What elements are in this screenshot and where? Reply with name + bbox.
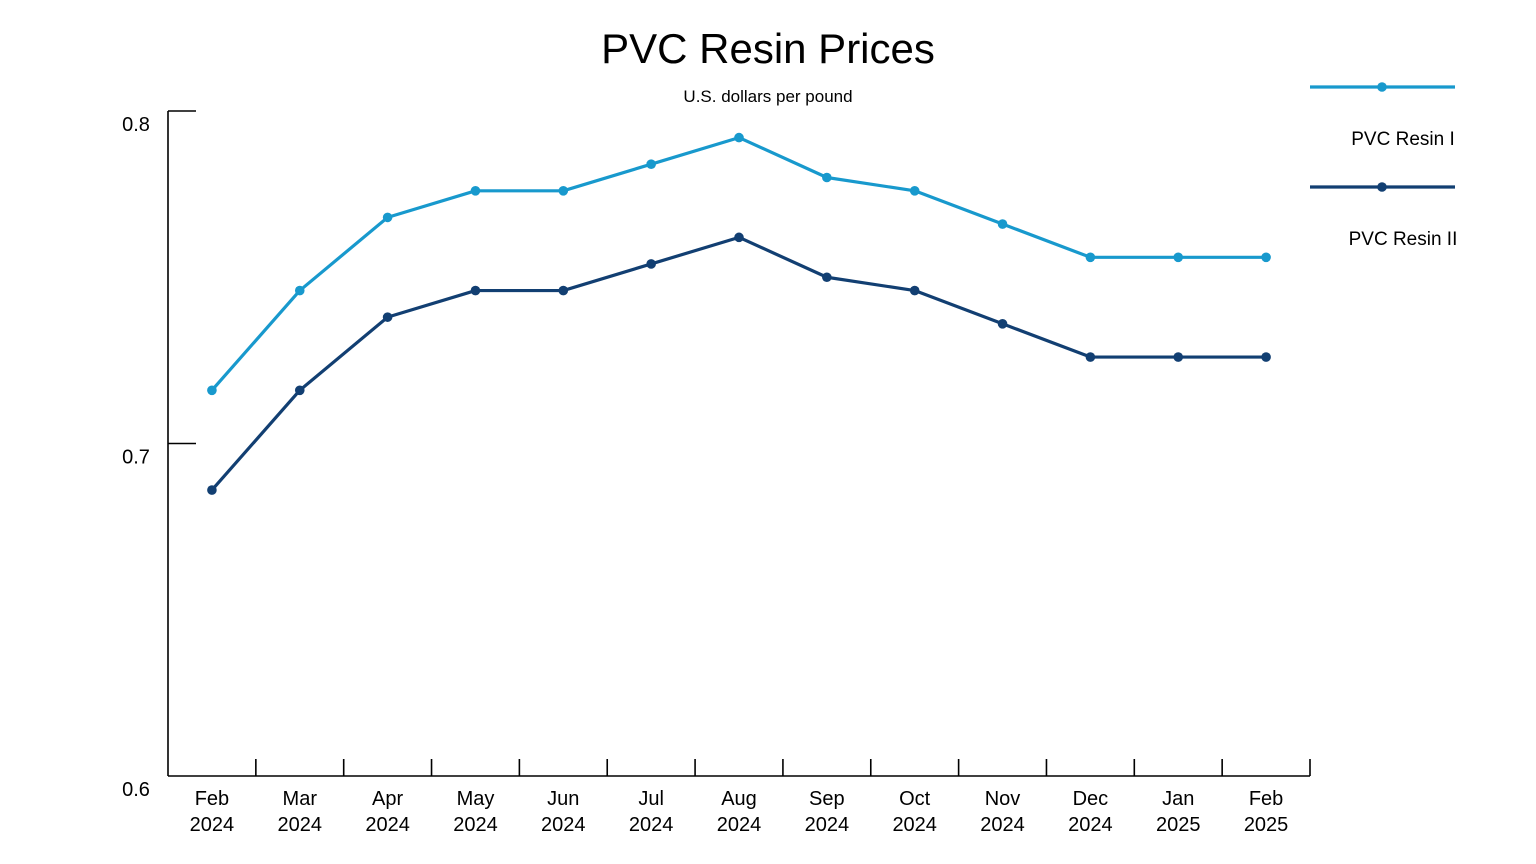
series-pvc-resin-i [207, 132, 1271, 396]
x-ticks: Feb 2024 Mar 2024 Apr 2024 May 2024 Jun 2024 Jul 20… [190, 759, 1311, 836]
legend-marker-pvc-resin-ii [1377, 182, 1387, 192]
point-pvc-resin-ii-jul-2024 [646, 259, 656, 269]
x-tick-year: 2024 [717, 814, 762, 836]
legend-entry-pvc-resin-i: PVC Resin I [1310, 82, 1455, 150]
series-layer [207, 132, 1271, 495]
point-pvc-resin-i-jun-2024 [558, 186, 569, 196]
y-ticks: 0.6 0.7 0.8 [122, 110, 196, 801]
x-tick-year: 2024 [278, 814, 323, 836]
x-tick-label-dec-2024: Dec 2024 [1068, 788, 1113, 836]
x-tick-year: 2024 [453, 814, 498, 836]
point-pvc-resin-i-may-2024 [470, 186, 481, 196]
x-tick-month: Jan [1162, 788, 1194, 810]
x-tick-month: Feb [195, 788, 229, 810]
point-pvc-resin-ii-oct-2024 [909, 285, 920, 296]
x-tick-label-jun-2024: Jun 2024 [541, 788, 586, 836]
x-tick-label-oct-2024: Oct 2024 [892, 788, 937, 836]
legend: PVC Resin I PVC Resin II [1310, 82, 1457, 250]
x-tick-year: 2024 [629, 814, 674, 836]
x-tick-year: 2025 [1156, 814, 1201, 836]
x-tick-label-feb-2024: Feb 2024 [190, 788, 235, 836]
x-tick-year: 2024 [892, 814, 937, 836]
point-pvc-resin-ii-jun-2024 [558, 285, 569, 296]
x-tick-year: 2024 [365, 814, 410, 836]
point-pvc-resin-ii-aug-2024 [734, 232, 744, 243]
x-tick-year: 2024 [541, 814, 586, 836]
point-pvc-resin-i-dec-2024 [1085, 252, 1096, 263]
y-tick-label-0-6: 0.6 [122, 779, 150, 801]
chart-subtitle: U.S. dollars per pound [683, 87, 852, 106]
x-tick-month: Aug [721, 788, 757, 810]
legend-entry-pvc-resin-ii: PVC Resin II [1310, 182, 1457, 250]
series-pvc-resin-ii [207, 232, 1271, 495]
x-tick-label-jan-2025: Jan 2025 [1156, 788, 1201, 836]
point-pvc-resin-ii-mar-2024 [294, 385, 305, 396]
point-pvc-resin-ii-apr-2024 [382, 312, 393, 322]
x-tick-label-jul-2024: Jul 2024 [629, 788, 674, 836]
point-pvc-resin-i-feb-2024 [207, 385, 217, 396]
point-pvc-resin-i-nov-2024 [997, 219, 1008, 229]
x-tick-year: 2024 [805, 814, 850, 836]
x-tick-month: Nov [985, 788, 1021, 810]
x-tick-label-nov-2024: Nov 2024 [980, 788, 1025, 836]
x-tick-month: Dec [1073, 788, 1109, 810]
chart-title: PVC Resin Prices [601, 25, 935, 72]
point-pvc-resin-i-mar-2024 [294, 285, 305, 296]
point-pvc-resin-ii-dec-2024 [1085, 352, 1096, 362]
x-tick-month: Mar [283, 788, 318, 810]
x-tick-label-feb-2025: Feb 2025 [1244, 788, 1289, 836]
legend-marker-pvc-resin-i [1377, 82, 1387, 92]
point-pvc-resin-i-feb-2025 [1261, 252, 1271, 263]
axes [167, 111, 1310, 777]
y-tick-label-0-7: 0.7 [122, 447, 150, 469]
y-tick-label-0-8: 0.8 [122, 114, 150, 136]
x-tick-label-apr-2024: Apr 2024 [365, 788, 410, 836]
x-tick-month: Jul [638, 788, 664, 810]
x-tick-month: Jun [547, 788, 579, 810]
point-pvc-resin-i-aug-2024 [734, 132, 744, 143]
series-line-pvc-resin-ii [210, 235, 1267, 492]
point-pvc-resin-ii-feb-2024 [207, 485, 217, 495]
x-tick-label-mar-2024: Mar 2024 [278, 788, 323, 836]
legend-label-pvc-resin-i: PVC Resin I [1351, 129, 1454, 150]
point-pvc-resin-ii-feb-2025 [1261, 352, 1271, 362]
point-pvc-resin-ii-nov-2024 [997, 319, 1008, 329]
series-line-pvc-resin-i [210, 136, 1267, 392]
x-tick-year: 2024 [190, 814, 235, 836]
x-tick-year: 2024 [980, 814, 1025, 836]
point-pvc-resin-i-jul-2024 [646, 159, 656, 169]
point-pvc-resin-i-sep-2024 [822, 172, 832, 183]
point-pvc-resin-i-oct-2024 [909, 186, 920, 196]
point-pvc-resin-i-apr-2024 [382, 212, 393, 223]
x-tick-label-aug-2024: Aug 2024 [717, 788, 762, 836]
x-tick-year: 2025 [1244, 814, 1289, 836]
x-tick-year: 2024 [1068, 814, 1113, 836]
legend-label-pvc-resin-ii: PVC Resin II [1349, 229, 1458, 250]
x-tick-month: Sep [809, 788, 845, 810]
point-pvc-resin-ii-sep-2024 [822, 272, 832, 283]
point-pvc-resin-ii-jan-2025 [1173, 352, 1184, 362]
x-tick-label-may-2024: May 2024 [453, 788, 498, 836]
point-pvc-resin-i-jan-2025 [1173, 252, 1184, 263]
x-tick-label-sep-2024: Sep 2024 [805, 788, 850, 836]
x-tick-month: Apr [372, 788, 403, 810]
x-tick-month: Feb [1249, 788, 1283, 810]
point-pvc-resin-ii-may-2024 [470, 285, 481, 296]
x-tick-month: Oct [899, 788, 931, 810]
x-tick-month: May [457, 788, 495, 810]
